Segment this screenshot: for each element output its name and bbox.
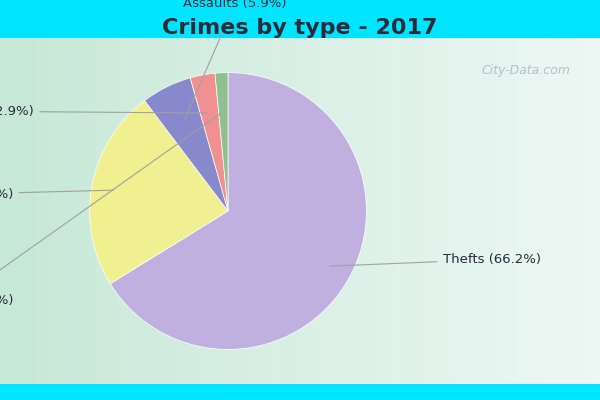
Text: Thefts (66.2%): Thefts (66.2%) [330, 253, 541, 266]
Wedge shape [215, 73, 228, 211]
Text: Burglaries (23.5%): Burglaries (23.5%) [0, 188, 113, 201]
Text: Assaults (5.9%): Assaults (5.9%) [183, 0, 287, 119]
Wedge shape [110, 73, 367, 349]
Wedge shape [145, 78, 228, 211]
Text: Robberies (1.5%): Robberies (1.5%) [0, 113, 221, 308]
Wedge shape [89, 100, 228, 284]
Text: Crimes by type - 2017: Crimes by type - 2017 [162, 18, 438, 38]
Text: Rapes (2.9%): Rapes (2.9%) [0, 105, 207, 118]
Text: City-Data.com: City-Data.com [481, 64, 570, 77]
Wedge shape [190, 73, 228, 211]
